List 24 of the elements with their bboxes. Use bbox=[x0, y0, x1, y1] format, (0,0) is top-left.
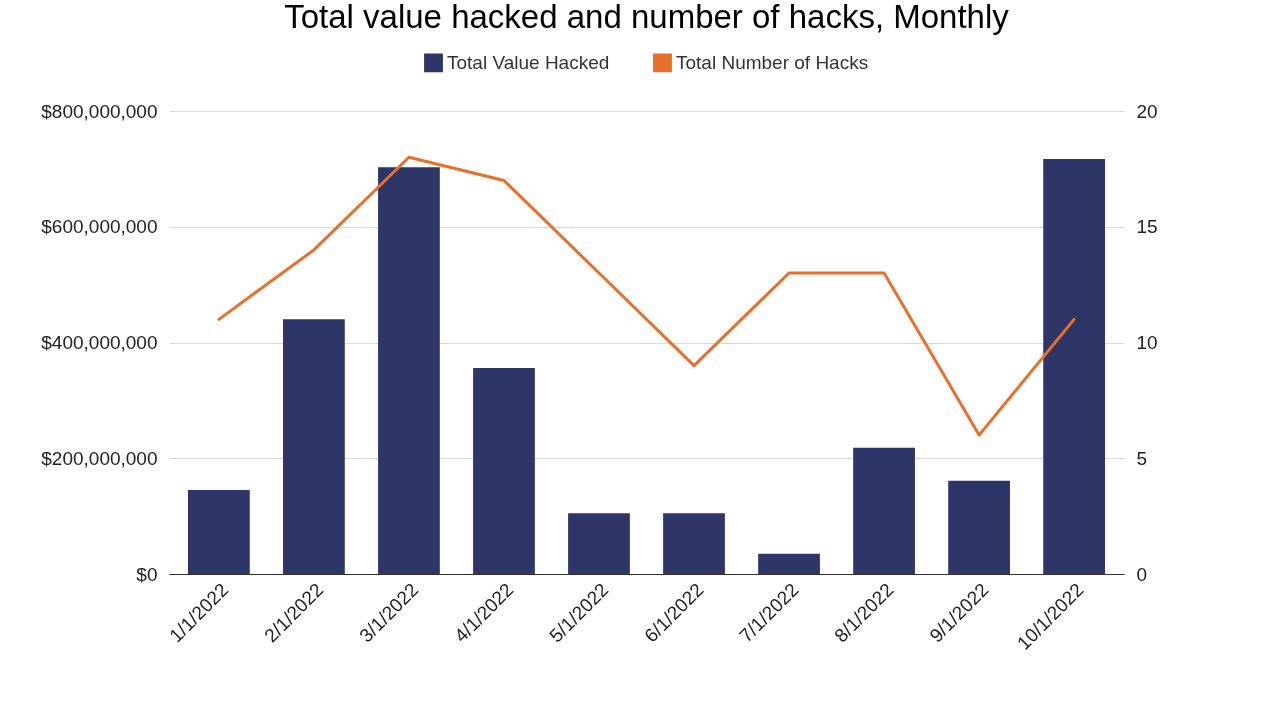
bar bbox=[663, 513, 725, 574]
bar bbox=[853, 447, 915, 574]
bar bbox=[378, 167, 440, 574]
bar bbox=[568, 513, 630, 574]
legend-label: Total Value Hacked bbox=[447, 51, 610, 73]
bar bbox=[473, 367, 535, 574]
bar bbox=[188, 490, 250, 574]
bar bbox=[283, 319, 345, 574]
y-tick-label: $200,000,000 bbox=[41, 447, 158, 469]
legend-label: Total Number of Hacks bbox=[676, 51, 869, 73]
y2-tick-label: 10 bbox=[1136, 332, 1158, 353]
line-series bbox=[217, 155, 1076, 437]
y-tick-label: $0 bbox=[136, 563, 158, 585]
y2-tick-label: 20 bbox=[1136, 100, 1158, 122]
y-tick-label: $800,000,000 bbox=[41, 100, 158, 122]
y-tick-label: $400,000,000 bbox=[41, 332, 158, 353]
chart-title: Total value hacked and number of hacks, Monthly bbox=[284, 0, 1010, 35]
y2-tick-label: 5 bbox=[1136, 447, 1148, 469]
y2-tick-label: 0 bbox=[1136, 563, 1148, 585]
bar bbox=[948, 480, 1010, 574]
y-tick-label: $600,000,000 bbox=[41, 216, 158, 238]
bar bbox=[1043, 159, 1105, 574]
y2-tick-label: 15 bbox=[1136, 216, 1158, 238]
bar bbox=[758, 553, 820, 574]
